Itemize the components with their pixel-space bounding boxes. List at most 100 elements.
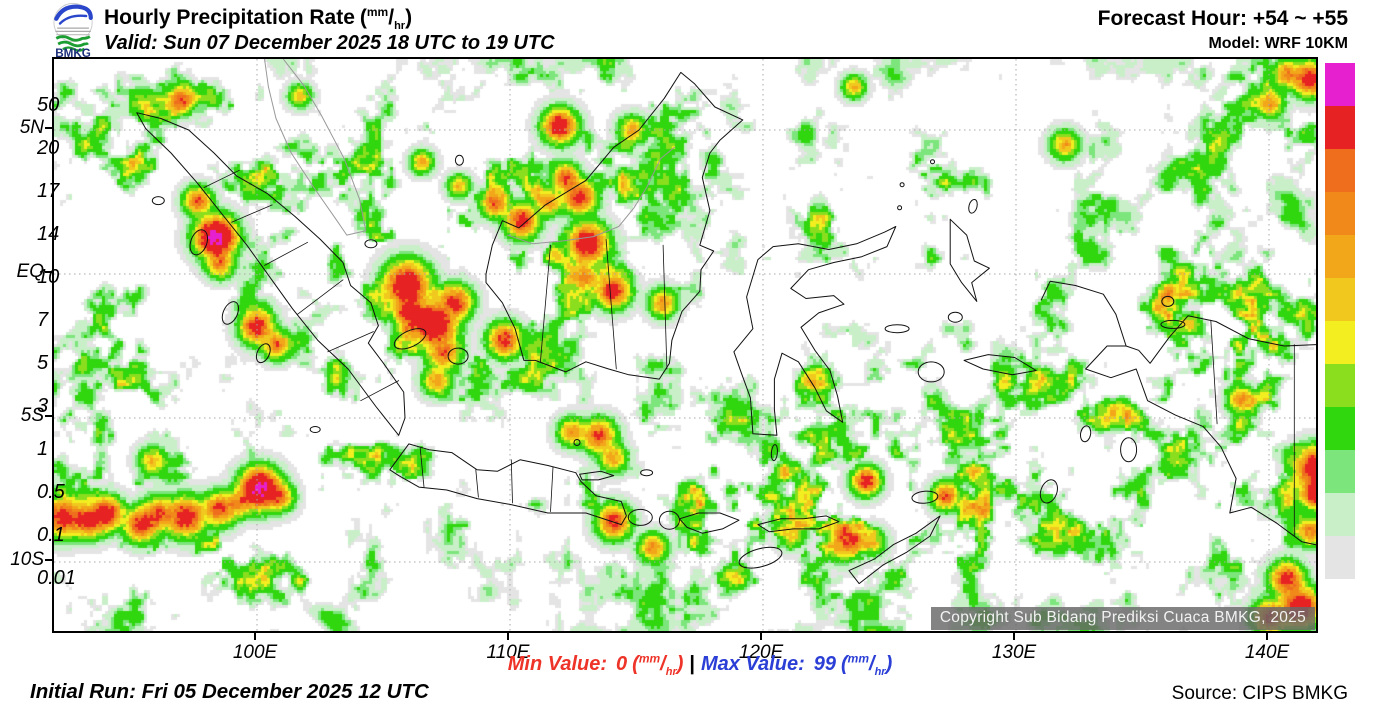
lon-label: 140E — [1244, 642, 1290, 663]
precipitation-colorbar — [1325, 63, 1355, 579]
lat-tick — [45, 415, 52, 417]
island-coastline — [189, 229, 209, 256]
min-value-text: Min Value: 0 (mm/hr) — [507, 651, 684, 678]
admin-border — [327, 331, 374, 353]
colorbar-segment — [1325, 450, 1355, 493]
papua-north-coastline — [1125, 315, 1316, 364]
copyright-badge: Copyright Sub Bidang Prediksi Cuaca BMKG… — [930, 607, 1315, 630]
colorbar-segment — [1325, 106, 1355, 149]
colorbar-segment — [1325, 63, 1355, 106]
lon-label: 110E — [486, 642, 530, 663]
logo-wave-icon — [55, 35, 91, 42]
lat-label: EQ — [16, 261, 44, 282]
colorbar-segment — [1325, 149, 1355, 192]
lat-tick — [45, 127, 52, 129]
colorbar-label: 20 — [37, 137, 60, 159]
island-coastline — [454, 154, 464, 166]
kalimantan-malaysia-border — [507, 146, 675, 245]
logo-cloud-arc-icon — [54, 4, 93, 21]
max-value-text: Max Value: 99 (mm/hr) — [701, 651, 893, 678]
island-coastline — [309, 426, 321, 433]
island-coastline — [1160, 319, 1186, 329]
colorbar-segment — [1325, 407, 1355, 450]
forecast-hour-text: Forecast Hour: +54 ~ +55 — [1097, 7, 1348, 30]
madura-coastline — [579, 470, 615, 481]
island-coastline — [738, 546, 783, 569]
island-coastline — [364, 239, 378, 249]
admin-border — [203, 169, 240, 189]
colorbar-segment — [1325, 321, 1355, 364]
island-coastline — [968, 198, 978, 214]
page-title-text: Hourly Precipitation Rate — [104, 6, 355, 29]
model-text: Model: WRF 10KM — [1208, 35, 1348, 52]
lat-tick — [45, 271, 52, 273]
colorbar-segment — [1325, 536, 1355, 579]
source-text: Source: CIPS BMKG — [1171, 683, 1348, 704]
sumbawa-coastline — [679, 512, 740, 534]
admin-border — [360, 380, 400, 402]
colorbar-label: 0.5 — [37, 481, 65, 503]
min-unit: (mm/hr) — [632, 651, 684, 678]
lat-tick — [45, 559, 52, 561]
admin-border — [475, 469, 479, 498]
island-coastline — [930, 159, 935, 165]
island-coastline — [1161, 295, 1175, 307]
admin-border — [1210, 319, 1218, 425]
sulawesi-coastline — [733, 226, 897, 436]
colorbar-segment — [1325, 278, 1355, 321]
island-coastline — [897, 205, 903, 211]
admin-border — [539, 244, 551, 363]
title-unit: (mm/hr) — [359, 5, 413, 33]
island-coastline — [255, 343, 271, 364]
logo-wave3-icon — [62, 46, 85, 52]
island-coastline — [911, 490, 939, 504]
malay-peninsula-coastline — [264, 59, 367, 236]
colorbar-label: 0.1 — [37, 524, 65, 546]
colorbar-label: 3 — [37, 395, 49, 417]
island-coastline — [640, 469, 654, 477]
lon-tick — [760, 633, 762, 640]
java-coastline — [389, 443, 627, 526]
island-coastline — [1120, 437, 1138, 463]
colorbar-segment — [1325, 364, 1355, 407]
admin-border — [510, 459, 513, 504]
lon-tick — [1266, 633, 1268, 640]
timor-coastline — [848, 515, 941, 585]
page-title: Hourly Precipitation Rate (mm/hr) — [104, 5, 412, 32]
colorbar-label: 1 — [37, 438, 49, 460]
island-coastline — [1079, 425, 1092, 443]
colorbar-label: 14 — [37, 223, 60, 245]
island-coastline — [151, 196, 165, 206]
colorbar-label: 50 — [37, 94, 60, 116]
lon-label: 100E — [232, 642, 278, 663]
island-coastline — [884, 324, 910, 334]
admin-border — [297, 279, 344, 315]
admin-border — [419, 447, 425, 488]
admin-border — [264, 241, 309, 266]
logo-cloud-arc2-icon — [58, 14, 88, 25]
island-coastline — [1039, 479, 1058, 504]
initial-run-text: Initial Run: Fri 05 December 2025 12 UTC — [30, 680, 429, 703]
papua-coastline — [1040, 280, 1316, 546]
admin-border — [231, 204, 273, 223]
flores-coastline — [757, 515, 840, 533]
island-coastline — [917, 361, 945, 383]
island-coastline — [899, 182, 905, 188]
sumatra-coastline — [136, 112, 406, 436]
colorbar-segment — [1325, 192, 1355, 235]
island-coastline — [447, 347, 469, 365]
island-coastline — [393, 328, 427, 350]
colorbar-segment — [1325, 493, 1355, 536]
island-coastline — [658, 510, 680, 530]
island-coastline — [221, 301, 240, 325]
logo-wave2-icon — [57, 40, 89, 48]
map-frame: Copyright Sub Bidang Prediksi Cuaca BMKG… — [52, 57, 1318, 633]
lon-tick — [254, 633, 256, 640]
lat-label: 5N — [19, 117, 44, 138]
island-coastline — [627, 508, 653, 526]
colorbar-segment — [1325, 235, 1355, 278]
lon-tick — [507, 633, 509, 640]
lon-tick — [1013, 633, 1015, 640]
colorbar-label: 5 — [37, 352, 49, 374]
precipitation-field — [54, 59, 1316, 631]
